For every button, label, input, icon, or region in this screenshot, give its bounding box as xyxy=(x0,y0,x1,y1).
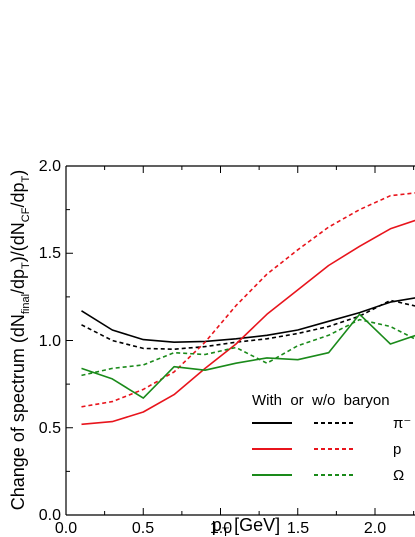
x-tick-label: 0.0 xyxy=(55,520,77,537)
ticks xyxy=(65,165,415,516)
y-tick-label: 1.0 xyxy=(39,333,61,350)
y-axis-label-part: )/(dN xyxy=(8,222,28,262)
series-group xyxy=(81,192,415,426)
legend-label-omega: Ω xyxy=(393,467,404,484)
legend-label-pion: π⁻ xyxy=(393,415,411,432)
series-line-proton-solid xyxy=(81,219,415,426)
x-tick-label: 2.0 xyxy=(364,520,386,537)
x-tick-label: 1.5 xyxy=(287,520,309,537)
y-axis-label-part: Change of spectrum (dN xyxy=(8,314,28,510)
y-axis-label-part: ) xyxy=(8,170,28,176)
legend-label-proton: p xyxy=(393,441,401,458)
legend-header: With or w/o baryon xyxy=(252,392,390,409)
x-axis-label-sub: T xyxy=(222,525,230,537)
x-tick-label: 0.5 xyxy=(132,520,154,537)
series-line-omega-solid xyxy=(81,313,415,399)
series-line-pion-solid xyxy=(81,297,415,344)
y-tick-label: 0.5 xyxy=(39,420,61,437)
legend: With or w/o baryon π⁻ p Ω xyxy=(252,392,411,484)
y-tick-label: 2.0 xyxy=(39,158,61,175)
y-axis-label-sub: T xyxy=(20,262,32,269)
y-axis-label-sub: final xyxy=(20,294,32,314)
y-axis-label-sub: T xyxy=(20,175,32,182)
x-axis-label-main: p xyxy=(212,515,222,535)
y-tick-label: 1.5 xyxy=(39,245,61,262)
x-tick-label: 1.0 xyxy=(210,520,232,537)
y-axis-label-part: /dp xyxy=(8,182,28,207)
series-line-pion-dashed xyxy=(81,299,415,351)
y-axis-label-part: /dp xyxy=(8,269,28,294)
series-line-omega-dashed xyxy=(81,318,415,377)
y-tick-labels: 0.0 0.5 1.0 1.5 2.0 xyxy=(39,158,61,524)
x-axis-label: pT [GeV] xyxy=(212,515,280,537)
x-tick-labels: 0.0 0.5 1.0 1.5 2.0 xyxy=(55,520,386,537)
series-line-proton-dashed xyxy=(81,192,415,408)
x-axis-label-unit: [GeV] xyxy=(229,515,280,535)
y-axis-label: Change of spectrum (dNfinal/dpT)/(dNCF/d… xyxy=(8,170,32,510)
y-axis-label-sub: CF xyxy=(20,207,32,222)
y-tick-label: 0.0 xyxy=(39,507,61,524)
